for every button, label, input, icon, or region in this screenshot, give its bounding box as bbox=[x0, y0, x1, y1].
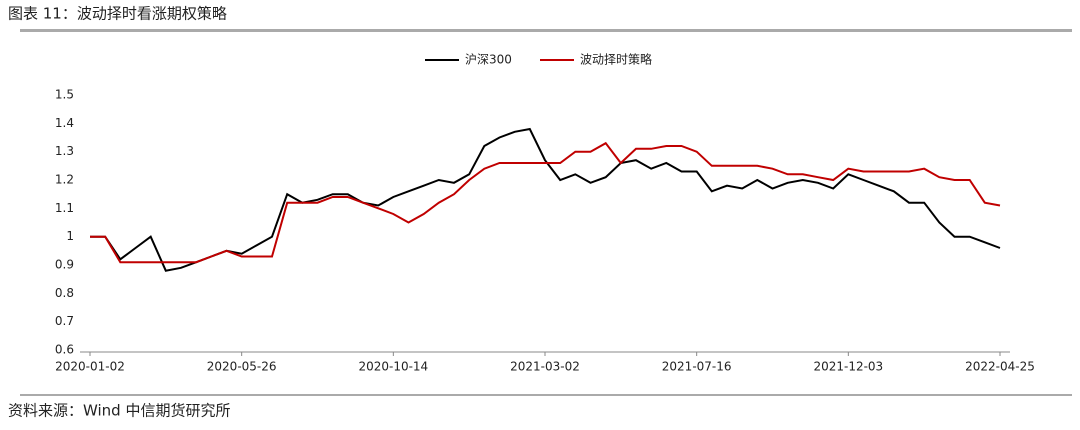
x-tick-label: 2021-07-16 bbox=[662, 360, 732, 374]
series-line bbox=[90, 141, 1001, 264]
y-tick-label: 1.2 bbox=[55, 173, 74, 187]
y-tick-label: 0.6 bbox=[55, 343, 74, 357]
y-tick-label: 1.4 bbox=[55, 116, 74, 130]
y-tick-label: 1.5 bbox=[55, 88, 74, 102]
x-tick-label: 2020-10-14 bbox=[358, 360, 428, 374]
source: 资料来源：Wind 中信期货研究所 bbox=[8, 402, 230, 420]
title-rule bbox=[20, 29, 1072, 32]
y-tick-label: 1.3 bbox=[55, 144, 74, 158]
source-rule bbox=[20, 394, 1072, 396]
x-tick-label: 2021-03-02 bbox=[510, 360, 580, 374]
y-tick-label: 0.9 bbox=[55, 258, 74, 272]
y-tick-label: 0.8 bbox=[55, 286, 74, 300]
y-tick-label: 0.7 bbox=[55, 314, 74, 328]
legend-label: 沪深300 bbox=[465, 53, 512, 67]
x-tick-label: 2020-01-02 bbox=[55, 360, 125, 374]
legend-label: 波动择时策略 bbox=[580, 52, 652, 67]
y-tick-label: 1.1 bbox=[55, 201, 74, 215]
x-tick-label: 2021-12-03 bbox=[813, 360, 883, 374]
chart-title: 图表 11：波动择时看涨期权策略 bbox=[8, 5, 227, 23]
x-tick-label: 2020-05-26 bbox=[207, 360, 277, 374]
y-tick-label: 1 bbox=[66, 229, 74, 243]
x-tick-label: 2022-04-25 bbox=[965, 360, 1035, 374]
series-line bbox=[90, 127, 1001, 272]
